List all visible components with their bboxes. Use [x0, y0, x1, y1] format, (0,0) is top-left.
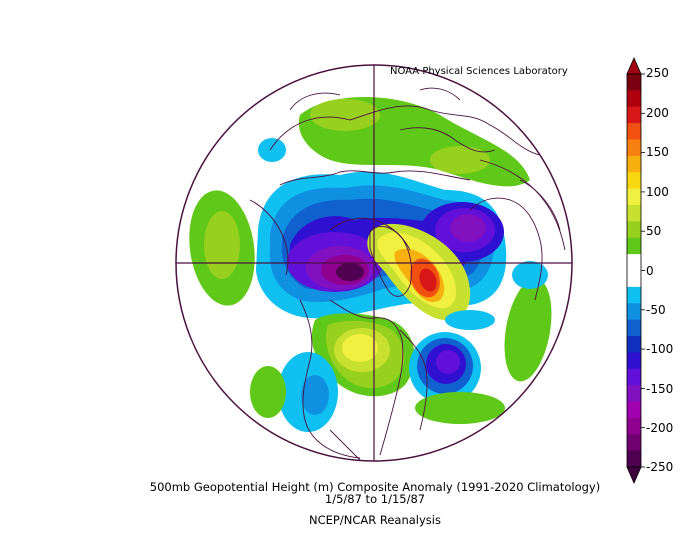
colorbar-label: 50: [646, 224, 662, 238]
colorbar-label: 0: [646, 264, 654, 278]
colorbar-segment: [627, 172, 641, 190]
colorbar-label: 100: [646, 185, 669, 199]
colorbar-segment: [627, 205, 641, 222]
colorbar-segment: [627, 123, 641, 140]
dataset-label: NCEP/NCAR Reanalysis: [309, 513, 441, 527]
colorbar-label: 200: [646, 106, 669, 120]
colorbar-label: -150: [646, 382, 674, 396]
colorbar-segment: [627, 385, 641, 402]
meridian-lines: [176, 65, 572, 461]
colorbar-segment: [627, 336, 641, 353]
colorbar-segment: [627, 106, 641, 124]
colorbar-segment: [627, 352, 641, 370]
colorbar-underflow-arrow: [626, 466, 642, 484]
anomaly-field: [189, 96, 552, 432]
map-boundary: [175, 64, 573, 462]
colorbar-segment: [627, 74, 641, 91]
colorbar-segment: [627, 368, 641, 386]
colorbar-label: -200: [646, 421, 674, 435]
colorbar-segment: [627, 221, 641, 239]
colorbar-segment: [627, 254, 641, 271]
colorbar-overflow-arrow: [626, 57, 642, 75]
colorbar-segment: [627, 303, 641, 321]
colorbar-segment: [627, 237, 641, 255]
map-title: 500mb Geopotential Height (m) Composite …: [149, 480, 601, 494]
colorbar-segment: [627, 139, 641, 157]
colorbar: [626, 57, 645, 484]
colorbar-segment: [627, 90, 641, 108]
colorbar-segment: [627, 401, 641, 419]
colorbar-label: -250: [646, 460, 674, 474]
coastlines: [249, 87, 566, 461]
colorbar-label: -50: [646, 303, 666, 317]
colorbar-segment: [627, 188, 641, 206]
date-range: 1/5/87 to 1/15/87: [324, 492, 426, 506]
credit-label: NOAA Physical Sciences Laboratory: [390, 66, 568, 77]
colorbar-segment: [627, 155, 641, 173]
colorbar-segment: [627, 434, 641, 452]
colorbar-label: 250: [646, 66, 669, 80]
colorbar-segment: [627, 417, 641, 435]
colorbar-segment: [627, 319, 641, 337]
colorbar-segment: [627, 270, 641, 288]
colorbar-segment: [627, 450, 641, 468]
colorbar-label: 150: [646, 145, 669, 159]
colorbar-segment: [627, 286, 641, 304]
colorbar-label: -100: [646, 342, 674, 356]
